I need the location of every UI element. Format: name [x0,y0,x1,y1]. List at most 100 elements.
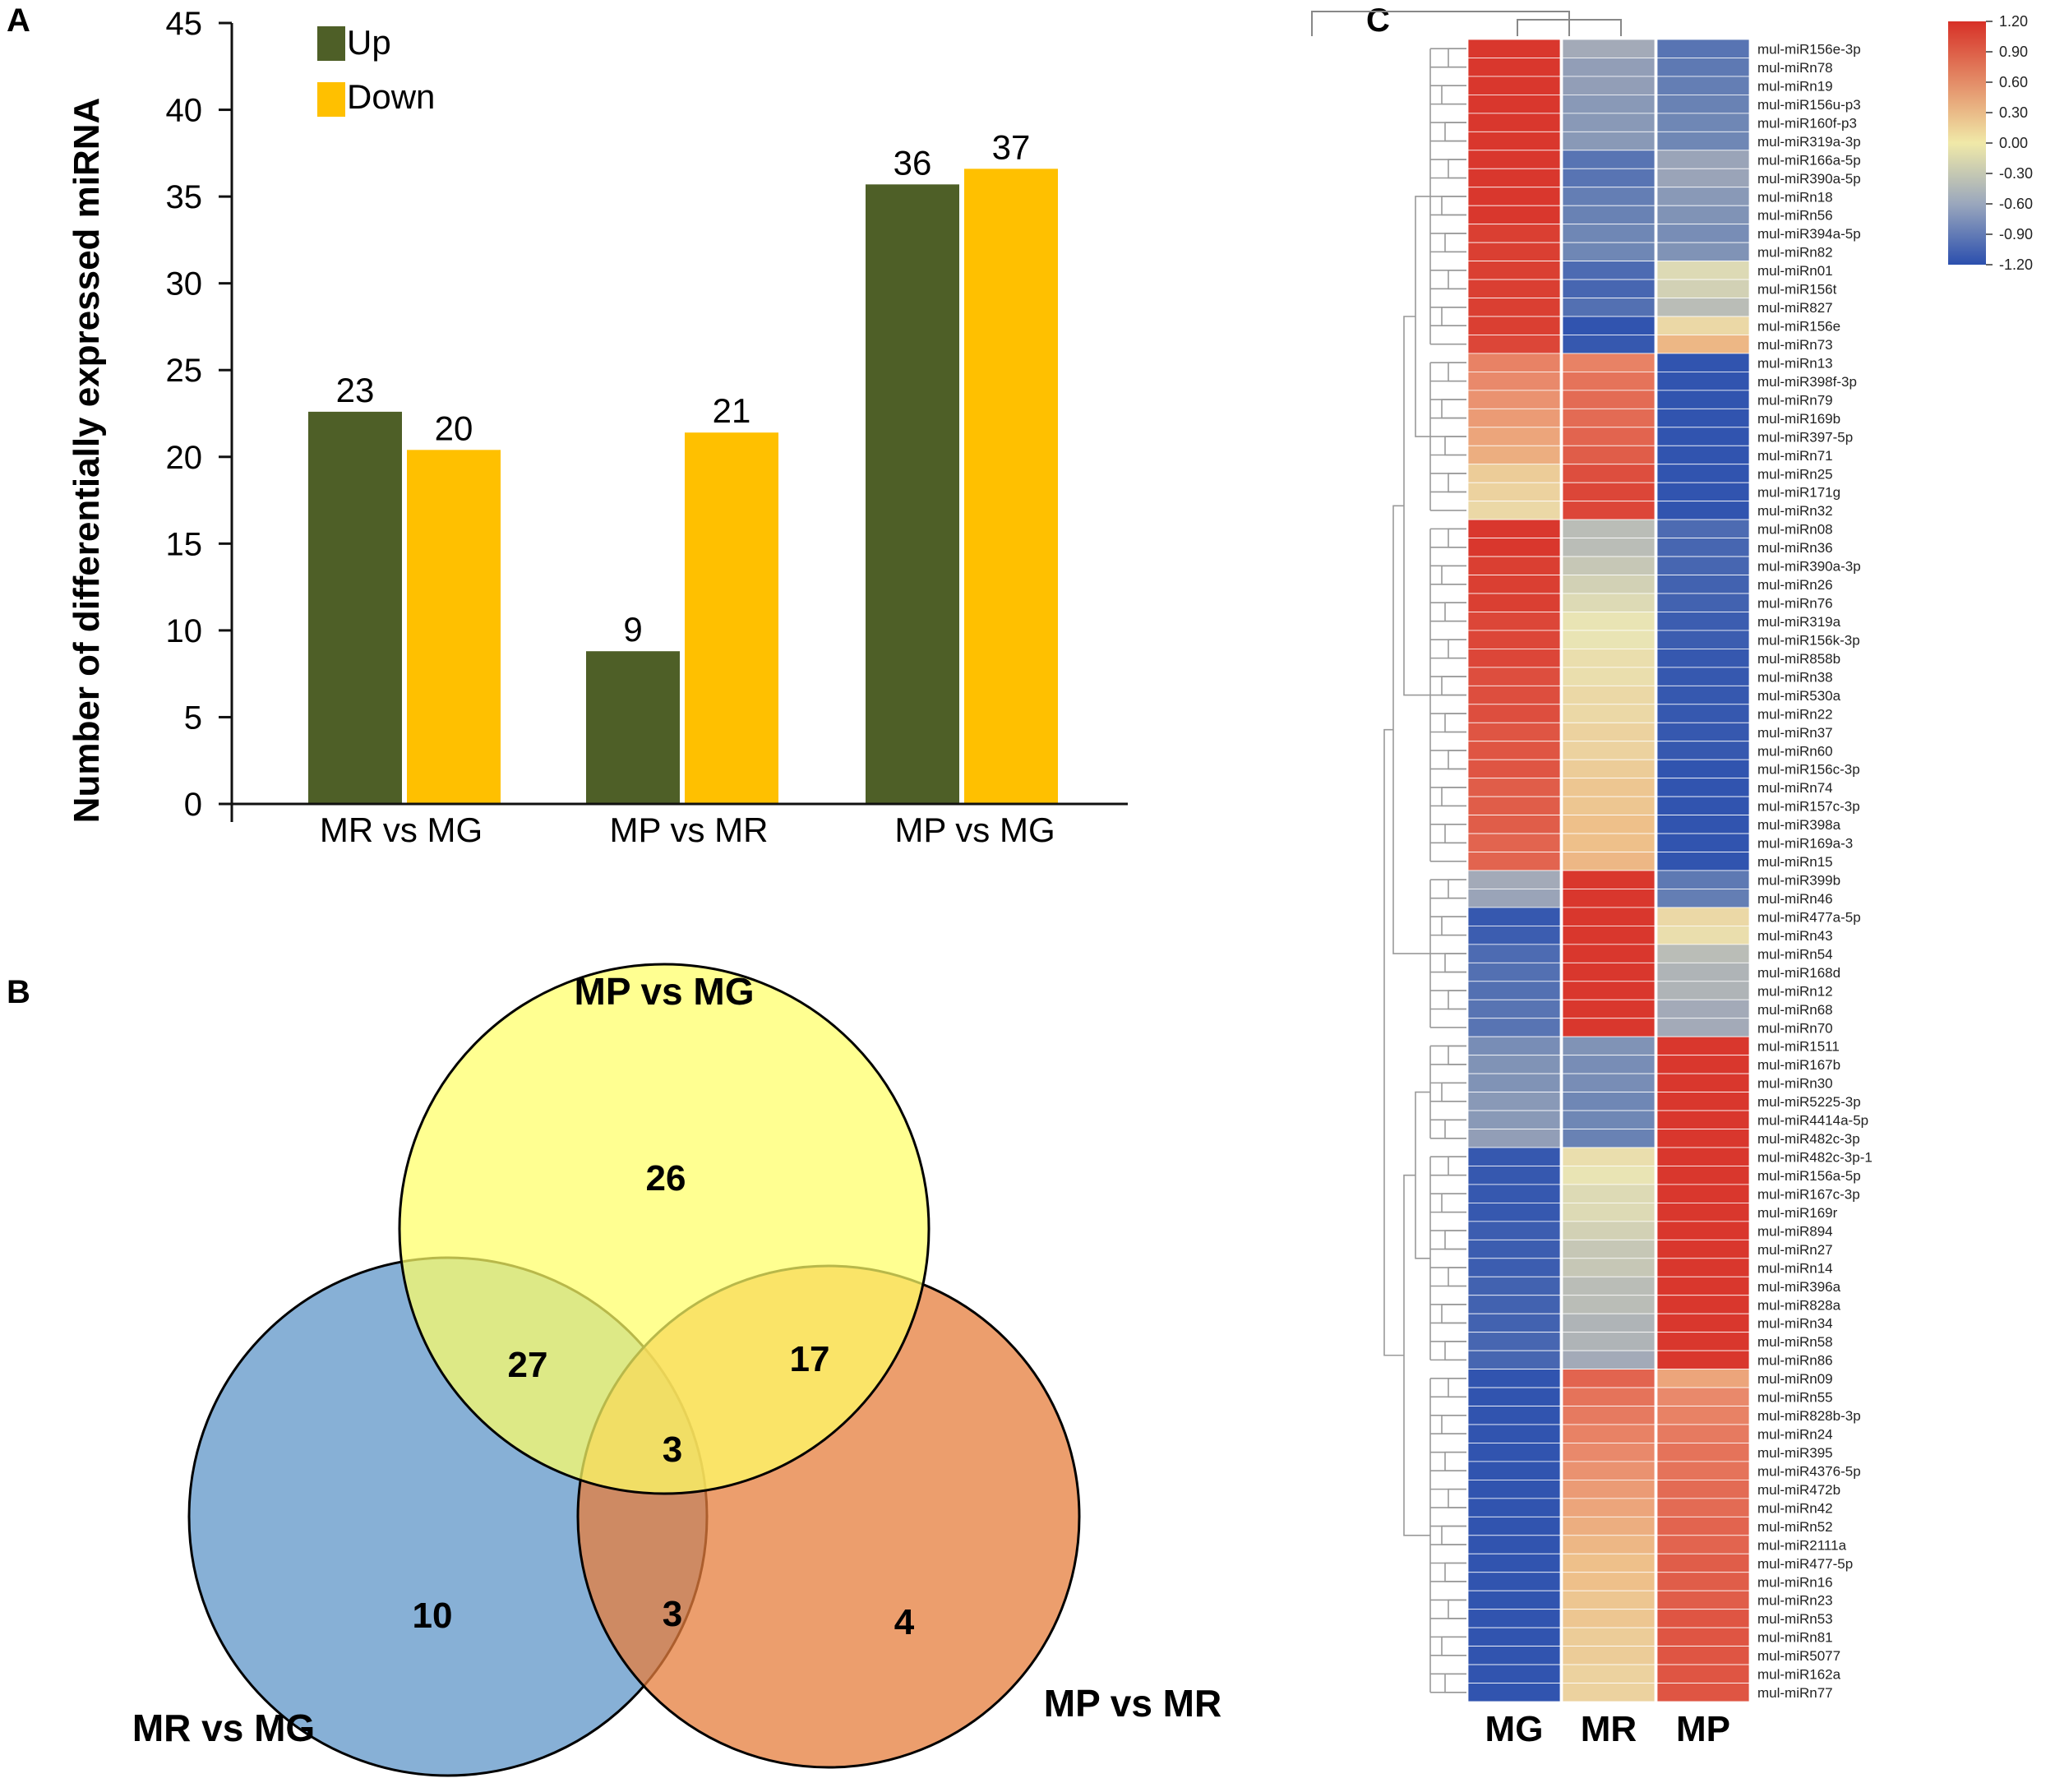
colorbar-tick-label: 0.90 [1999,44,2028,60]
heatmap-column-label: MR [1581,1709,1637,1749]
heatmap-cell [1562,335,1656,354]
heatmap-cell [1467,1110,1561,1129]
heatmap-cell [1562,150,1656,169]
heatmap-row-label: mul-miRn30 [1757,1076,1833,1092]
heatmap-row-label: mul-miR827 [1757,300,1833,316]
heatmap-cell [1656,1295,1750,1314]
x-category-label: MP vs MR [610,811,769,849]
heatmap-cell [1562,1276,1656,1296]
heatmap-cell [1562,759,1656,779]
heatmap-column-label: MP [1676,1709,1730,1749]
heatmap-cell [1656,778,1750,797]
heatmap-row-label: mul-miRn79 [1757,392,1833,408]
heatmap-cell [1467,168,1561,188]
bar-up-2 [586,651,680,804]
heatmap-row-label: mul-miRn60 [1757,743,1833,759]
heatmap-cell [1467,1553,1561,1573]
heatmap-cell [1656,833,1750,852]
heatmap-cell [1467,870,1561,889]
heatmap-cell [1562,1664,1656,1683]
heatmap-cell [1656,371,1750,391]
heatmap-row-label: mul-miRn81 [1757,1630,1833,1646]
heatmap-cell [1467,1609,1561,1628]
heatmap-cell [1562,131,1656,151]
heatmap-row-label: mul-miRn37 [1757,725,1833,741]
heatmap-cell [1562,519,1656,539]
heatmap-cell [1656,1535,1750,1554]
heatmap-cell [1467,556,1561,575]
bar-up-3 [866,184,959,805]
heatmap-cell [1562,741,1656,760]
heatmap-row-label: mul-miR482c-3p-1 [1757,1150,1873,1166]
heatmap-row-label: mul-miR4414a-5p [1757,1113,1868,1129]
heatmap-row-label: mul-miR169a-3 [1757,836,1853,852]
heatmap-cell [1467,593,1561,612]
heatmap-cell [1562,1461,1656,1480]
heatmap-cell [1656,335,1750,354]
heatmap-cell [1562,815,1656,834]
colorbar-tick-label: 0.30 [1999,104,2028,121]
heatmap-row-label: mul-miR167c-3p [1757,1186,1860,1202]
heatmap-cell [1562,58,1656,77]
heatmap-cell [1656,612,1750,631]
heatmap-cell [1656,1036,1750,1056]
heatmap-cell [1467,353,1561,372]
heatmap-row-label: mul-miR171g [1757,485,1840,501]
heatmap-column-label: MG [1485,1709,1544,1749]
heatmap-cell [1656,593,1750,612]
heatmap-cell [1467,1350,1561,1369]
venn-count-only-mr-mg: 10 [413,1596,453,1636]
heatmap-row-label: mul-miRn54 [1757,946,1833,962]
heatmap-cell [1656,1313,1750,1333]
heatmap-row-label: mul-miR4376-5p [1757,1463,1861,1479]
heatmap-cell [1562,1553,1656,1573]
heatmap-cell [1656,556,1750,575]
x-category-label: MP vs MG [894,811,1055,849]
heatmap-cell [1656,168,1750,188]
heatmap-cell [1467,1184,1561,1203]
heatmap-cell [1562,870,1656,889]
heatmap-cell [1562,298,1656,317]
heatmap-cell [1467,187,1561,206]
bar-chart: Number of differentially expressed miRNA… [67,6,1128,849]
bar-value-label: 9 [623,610,642,649]
heatmap-row-label: mul-miR156a-5p [1757,1168,1861,1184]
heatmap-cell [1467,261,1561,280]
heatmap-cell [1562,482,1656,502]
heatmap-cell [1656,704,1750,723]
heatmap-cell [1467,76,1561,95]
heatmap-row-label: mul-miR530a [1757,688,1841,704]
bar-value-label: 23 [336,371,375,409]
heatmap-cell [1467,1369,1561,1388]
heatmap-cell [1562,1258,1656,1277]
panel-label-a: A [7,2,30,39]
legend-swatch-down [317,82,345,117]
heatmap-cell [1467,833,1561,852]
heatmap-row-label: mul-miR162a [1757,1667,1841,1683]
heatmap-cell [1467,759,1561,779]
heatmap-cell [1562,1036,1656,1056]
heatmap-cell [1656,205,1750,225]
heatmap-cell [1562,704,1656,723]
bar-down-1 [407,450,501,804]
heatmap-cell [1562,889,1656,908]
heatmap-cell [1656,445,1750,465]
heatmap-cell [1467,1203,1561,1222]
heatmap-cell [1562,630,1656,649]
colorbar [1948,21,1986,265]
heatmap-row-label: mul-miRn82 [1757,245,1833,261]
heatmap-row-label: mul-miR482c-3p [1757,1131,1860,1147]
heatmap-cell [1467,741,1561,760]
heatmap-cell [1467,1498,1561,1517]
heatmap-row-label: mul-miR156e [1757,319,1840,335]
venn-count-mp-mg-mp-mr: 17 [790,1339,830,1379]
heatmap-cell [1467,298,1561,317]
heatmap-cell [1562,1572,1656,1591]
heatmap-cell [1562,796,1656,816]
heatmap-cell [1656,353,1750,372]
heatmap-cell [1562,1055,1656,1074]
heatmap-row-label: mul-miR2111a [1757,1537,1847,1553]
heatmap-cell [1656,1387,1750,1406]
heatmap-cell [1562,1295,1656,1314]
heatmap-cell [1562,1443,1656,1462]
